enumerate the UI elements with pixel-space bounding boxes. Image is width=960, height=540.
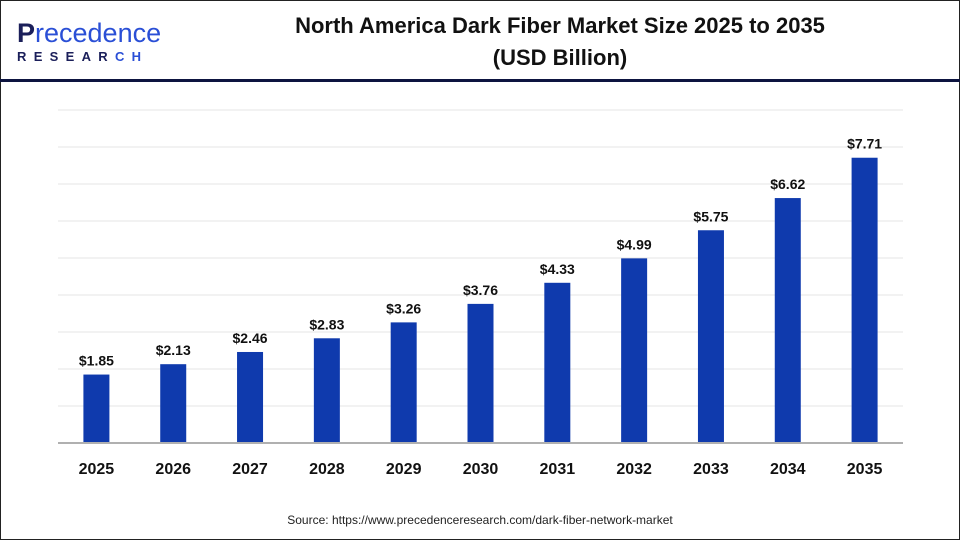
source-note: Source: https://www.precedenceresearch.c… — [287, 513, 673, 527]
logo-subtitle: RESEAR — [17, 49, 115, 64]
x-tick-label: 2032 — [616, 461, 652, 478]
x-tick-label: 2028 — [309, 461, 345, 478]
x-tick-label: 2027 — [232, 461, 268, 478]
logo-subtitle-accent: CH — [114, 49, 149, 64]
data-label: $2.46 — [233, 330, 268, 346]
data-label: $2.13 — [156, 342, 191, 358]
title-line-2: (USD Billion) — [492, 45, 628, 70]
title-line-1: North America Dark Fiber Market Size 202… — [295, 13, 825, 38]
bar-2028 — [313, 338, 340, 443]
data-label: $7.71 — [847, 136, 882, 152]
data-label: $4.33 — [540, 261, 575, 277]
bar-2025 — [83, 374, 110, 443]
x-tick-label: 2025 — [79, 461, 115, 478]
data-label: $3.76 — [463, 282, 498, 298]
x-tick-label: 2033 — [693, 461, 729, 478]
bar-2032 — [621, 258, 648, 443]
data-label: $2.83 — [309, 316, 344, 332]
precedence-research-logo: Precedence RESEARCH — [17, 18, 162, 65]
logo-initial: P — [17, 18, 36, 48]
bar-2034 — [774, 198, 801, 443]
bar-2027 — [237, 351, 264, 443]
logo-wordmark: recedence — [35, 18, 162, 48]
bar-2026 — [160, 364, 187, 443]
data-label: $1.85 — [79, 353, 114, 369]
chart-title: North America Dark Fiber Market Size 202… — [200, 10, 920, 74]
bar-2029 — [390, 322, 417, 443]
x-tick-label: 2031 — [540, 461, 576, 478]
data-label: $5.75 — [693, 208, 728, 224]
data-label: $3.26 — [386, 300, 421, 316]
bar-2033 — [697, 230, 724, 443]
data-label: $4.99 — [617, 236, 652, 252]
x-tick-label: 2035 — [847, 461, 883, 478]
x-tick-label: 2034 — [770, 461, 806, 478]
header-divider — [0, 79, 960, 82]
x-tick-label: 2026 — [155, 461, 191, 478]
bar-2035 — [851, 157, 878, 444]
x-tick-label: 2030 — [463, 461, 499, 478]
data-label: $6.62 — [770, 176, 805, 192]
x-tick-label: 2029 — [386, 461, 422, 478]
bar-2031 — [544, 282, 571, 443]
bar-2030 — [467, 303, 494, 443]
